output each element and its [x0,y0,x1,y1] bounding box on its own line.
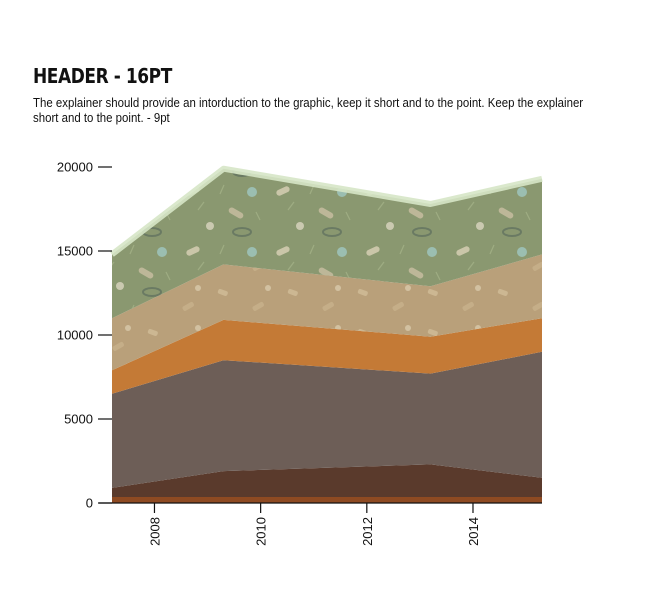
y-tick-label: 15000 [57,244,93,259]
area-layer-1 [112,464,542,503]
area-textures [110,165,543,503]
x-axis: 2008 2010 2012 2014 [99,502,542,546]
y-tick-label: 20000 [57,160,93,175]
x-tick-label: 2008 [147,517,162,546]
x-tick-label: 2014 [466,517,481,546]
y-tick-label: 10000 [57,328,93,343]
x-tick-label: 2010 [254,517,269,546]
area-top-edge [110,165,543,257]
y-tick-label: 0 [86,496,93,511]
chart-explainer: The explainer should provide an intorduc… [33,95,584,125]
area-layer-3 [112,318,542,394]
chart-title: HEADER - 16PT [33,64,172,88]
area-layer-2 [112,351,542,488]
x-tick-label: 2012 [360,517,375,546]
area-layer-4-texture [112,254,542,371]
y-tick-label: 5000 [64,412,93,427]
bottom-band [112,497,542,503]
y-axis: 0 5000 10000 15000 20000 [57,160,112,511]
